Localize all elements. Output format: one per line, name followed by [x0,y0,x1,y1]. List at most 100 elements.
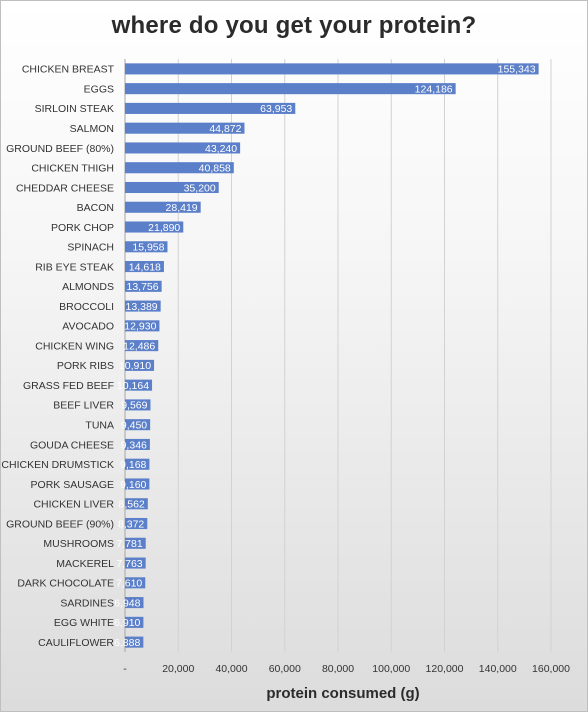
data-label: 6,948 [114,597,140,609]
data-label: 35,200 [184,182,216,194]
category-labels: CHICKEN BREAST EGGS SIRLOIN STEAK SALMON GRO… [1,64,114,649]
category-label: MUSHROOMS [43,538,114,550]
category-label: CAULIFLOWER [38,637,114,649]
x-tick-label: 100,000 [372,663,410,675]
data-label: 6,910 [114,617,140,629]
category-label: EGG WHITE [54,617,114,629]
category-label: SALMON [70,123,114,135]
x-axis-label: protein consumed (g) [266,685,419,702]
category-label: CHEDDAR CHEESE [16,182,114,194]
category-label: CHICKEN LIVER [33,499,114,511]
data-label: 12,486 [123,340,155,352]
category-label: PORK SAUSAGE [31,479,114,491]
bar [125,458,150,470]
bar [125,616,144,628]
x-tick-label: 20,000 [162,663,194,675]
x-tick-labels: - 20,000 40,000 60,000 80,000 100,000 120,000 1… [123,663,570,675]
data-label: 7,763 [116,558,142,570]
x-tick-label: 140,000 [479,663,517,675]
data-label: 6,888 [114,637,140,649]
bar [125,399,151,411]
data-label: 9,168 [120,459,146,471]
data-label: 40,858 [199,163,231,175]
x-tick-label: 160,000 [532,663,570,675]
bar [125,340,159,352]
bar [125,577,146,589]
category-label: PORK CHOP [51,222,114,234]
data-label: 21,890 [148,222,180,234]
category-label: EGGS [84,83,114,95]
category-label: RIB EYE STEAK [35,261,114,273]
category-label: GROUND BEEF (80%) [6,143,114,155]
data-label: 9,346 [121,439,147,451]
data-label: 10,164 [117,380,149,392]
chart-title: where do you get your protein? [111,12,477,39]
category-label: BACON [77,202,114,214]
data-label: 7,781 [116,538,142,550]
x-tick-label: - [123,663,127,675]
data-label: 124,186 [415,83,453,95]
gridlines [124,59,552,652]
data-label: 15,958 [132,242,164,254]
x-tick-label: 80,000 [322,663,354,675]
bar [125,162,234,174]
bar [125,102,296,114]
data-label: 7,610 [116,578,142,590]
bar [125,221,184,233]
category-label: DARK CHOCOLATE [17,578,114,590]
data-label: 12,930 [124,321,156,333]
bar [125,300,161,312]
bar [125,537,146,549]
bar [125,597,144,609]
bar [125,320,160,332]
bar [125,419,151,431]
data-label: 63,953 [260,103,292,115]
category-label: AVOCADO [62,321,114,333]
bar [125,63,539,75]
data-label: 9,450 [121,419,147,431]
x-tick-label: 60,000 [269,663,301,675]
bar [125,438,150,450]
data-label: 8,372 [118,518,144,530]
bar [125,498,148,510]
data-label: 14,618 [129,261,161,273]
bar [125,83,456,95]
category-label: SPINACH [67,242,114,254]
bar [125,478,150,490]
data-label: 28,419 [166,202,198,214]
bar [125,280,162,292]
category-label: BROCCOLI [59,301,114,313]
category-label: PORK RIBS [57,360,114,372]
bar [125,241,168,253]
category-label: TUNA [85,419,114,431]
bar [125,557,146,569]
data-label: 13,756 [127,281,159,293]
bars [125,63,539,648]
bar [125,181,219,194]
data-label: 43,240 [205,143,237,155]
bar [125,636,144,648]
category-label: SIRLOIN STEAK [35,103,114,115]
category-label: CHICKEN THIGH [31,163,114,175]
x-tick-label: 120,000 [426,663,464,675]
data-label: 9,160 [120,479,146,491]
data-label: 13,389 [126,301,158,313]
data-label: 44,872 [209,123,241,135]
category-label: GRASS FED BEEF [23,380,114,392]
category-label: GOUDA CHEESE [30,439,114,451]
bar [125,201,201,213]
category-label: CHICKEN BREAST [22,64,115,76]
data-label: 8,562 [119,499,145,511]
data-label: 155,343 [498,64,536,76]
bar [125,359,155,371]
category-label: CHICKEN WING [35,340,114,352]
category-label: SARDINES [60,597,114,609]
category-label: CHICKEN DRUMSTICK [1,459,114,471]
bar [125,142,241,154]
category-label: BEEF LIVER [53,400,114,412]
data-label: 9,569 [121,400,147,412]
category-label: MACKEREL [56,558,114,570]
bar [125,379,153,391]
